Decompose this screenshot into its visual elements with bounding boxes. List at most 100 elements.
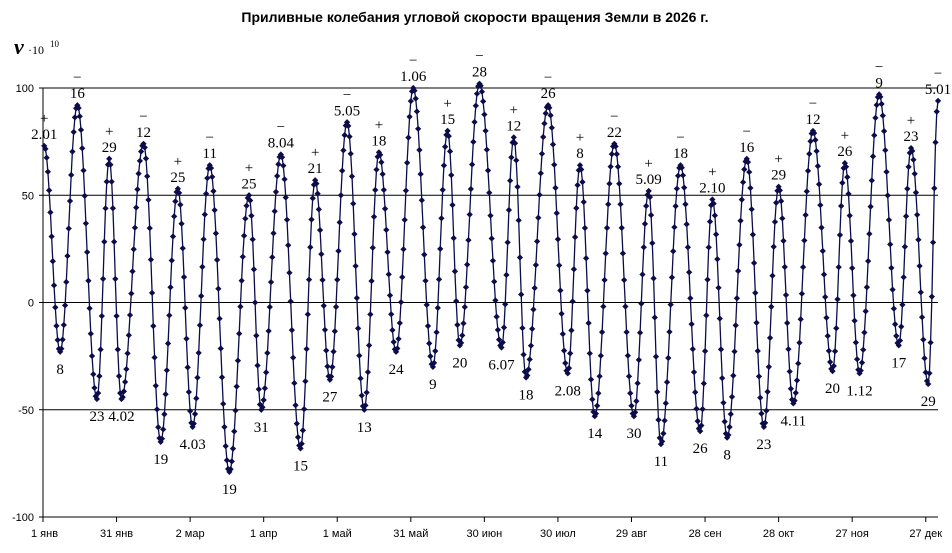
data-point xyxy=(195,349,202,356)
extremum-label: 15 xyxy=(293,458,308,474)
data-point xyxy=(618,224,625,231)
data-point xyxy=(932,139,939,146)
data-point xyxy=(451,268,459,275)
data-point xyxy=(917,289,924,296)
data-point xyxy=(417,170,424,178)
extremum-label: 25 xyxy=(170,170,185,186)
data-point xyxy=(265,327,272,335)
data-point xyxy=(242,215,249,222)
data-point xyxy=(331,328,338,335)
data-point xyxy=(711,212,718,219)
data-point xyxy=(477,82,484,89)
extremum-label: 5.05 xyxy=(334,103,360,119)
data-point xyxy=(348,173,356,180)
data-point xyxy=(201,211,208,218)
data-point xyxy=(598,328,606,336)
data-point xyxy=(434,304,441,311)
extremum-label: 19 xyxy=(222,482,237,498)
extremum-label: 8 xyxy=(723,448,731,464)
data-point xyxy=(931,185,938,192)
data-point xyxy=(499,339,506,346)
data-point xyxy=(887,241,894,248)
data-point xyxy=(764,388,771,395)
data-point xyxy=(838,202,845,210)
data-point xyxy=(661,417,668,424)
data-point xyxy=(336,219,343,226)
data-point xyxy=(689,345,696,353)
data-point xyxy=(834,296,841,303)
data-point xyxy=(737,217,744,224)
data-point xyxy=(457,339,465,346)
data-point xyxy=(600,303,607,310)
extremum-label: 23 xyxy=(89,409,104,425)
data-point xyxy=(508,154,515,161)
data-point xyxy=(335,247,342,255)
data-point xyxy=(500,324,508,331)
extremum-label: 29 xyxy=(771,168,786,184)
data-point xyxy=(237,303,244,310)
data-point xyxy=(172,198,179,205)
data-point xyxy=(294,434,302,441)
y-tick-label: 0 xyxy=(28,298,34,310)
data-point xyxy=(727,411,734,418)
data-point xyxy=(49,258,56,265)
data-point xyxy=(581,224,589,232)
extremum-label: 9 xyxy=(429,377,437,393)
extremum-label: 25 xyxy=(241,176,256,192)
data-point xyxy=(98,312,105,320)
data-point xyxy=(369,244,376,251)
extremum-label: 2.01 xyxy=(31,127,57,143)
data-point xyxy=(323,347,330,354)
data-point xyxy=(249,236,256,243)
data-point xyxy=(701,348,709,355)
extremum-label: 2.08 xyxy=(555,383,581,399)
data-point xyxy=(688,321,695,328)
data-point xyxy=(602,250,609,257)
data-point xyxy=(605,201,612,208)
data-point xyxy=(292,402,299,409)
y-axis-exponent: 10 xyxy=(50,39,60,49)
data-point xyxy=(288,326,296,334)
data-point xyxy=(321,326,329,333)
extremum-sign: − xyxy=(343,87,351,103)
y-tick-label: 50 xyxy=(22,190,34,202)
data-point xyxy=(491,278,498,285)
data-point xyxy=(217,345,224,352)
data-point xyxy=(137,148,145,155)
data-point xyxy=(466,211,473,218)
data-point xyxy=(364,368,372,376)
data-point xyxy=(162,391,169,398)
data-point xyxy=(236,330,243,337)
data-point xyxy=(330,348,337,355)
data-point xyxy=(65,225,72,232)
data-point xyxy=(220,400,227,407)
data-point xyxy=(394,345,401,352)
data-point xyxy=(418,197,425,204)
data-point xyxy=(687,295,694,302)
data-point xyxy=(690,368,698,376)
data-point xyxy=(773,199,780,206)
data-point xyxy=(99,275,107,282)
extremum-label: 17 xyxy=(891,355,907,371)
extremum-label: 8 xyxy=(576,146,584,162)
data-point xyxy=(570,266,578,273)
data-point xyxy=(481,111,488,118)
data-point xyxy=(750,259,758,267)
data-point xyxy=(413,108,421,115)
data-point xyxy=(125,332,132,339)
data-point xyxy=(628,402,635,409)
x-tick-label: 28 окт xyxy=(763,528,794,540)
extremum-label: 12 xyxy=(506,118,521,134)
data-point xyxy=(450,235,457,242)
data-point xyxy=(402,187,410,194)
data-point xyxy=(559,330,566,338)
extremum-sign: − xyxy=(73,70,81,86)
data-point xyxy=(622,303,629,310)
data-point xyxy=(103,178,110,185)
data-point xyxy=(250,266,258,273)
data-point xyxy=(679,172,687,179)
data-point xyxy=(504,239,511,246)
data-point xyxy=(223,457,231,464)
extremum-label: 29 xyxy=(921,394,936,410)
extremum-label: 22 xyxy=(607,125,622,141)
